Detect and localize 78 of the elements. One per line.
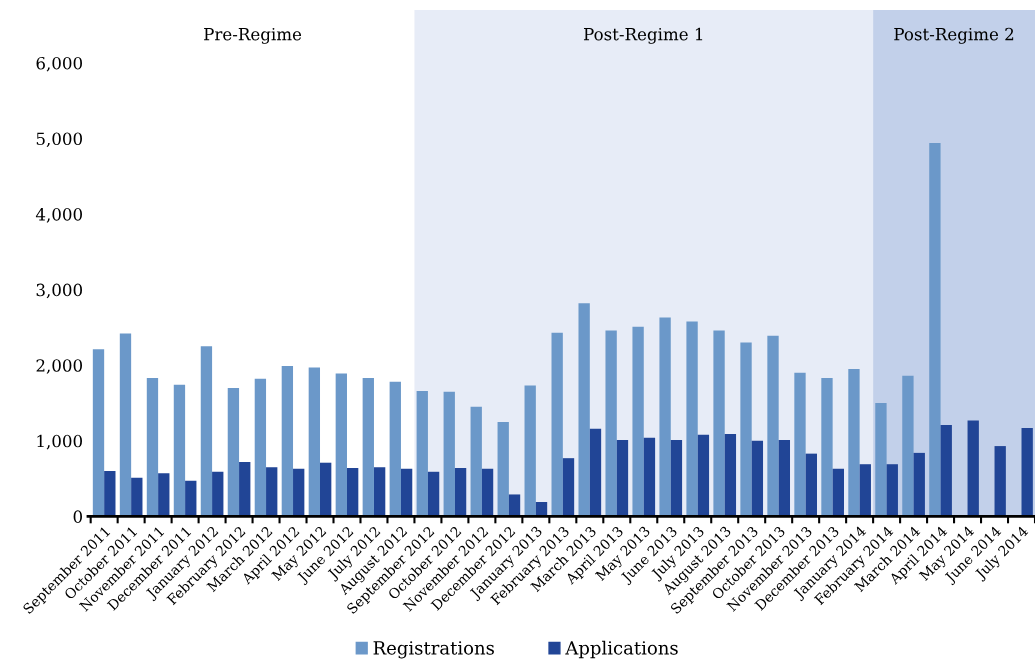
bar [832, 468, 844, 517]
bar [119, 333, 132, 517]
bar [848, 369, 860, 517]
bar [713, 330, 725, 517]
bar [443, 391, 455, 517]
bar [767, 335, 779, 517]
bar [308, 367, 321, 517]
bar [373, 467, 386, 517]
bar [293, 468, 305, 517]
bar [281, 365, 294, 517]
bar [805, 453, 817, 517]
bar [227, 387, 240, 517]
bar [320, 462, 332, 517]
bar [724, 433, 737, 517]
y-tick-label: 3,000 [36, 283, 83, 299]
bar [670, 440, 683, 517]
bar [266, 467, 278, 517]
bar [346, 468, 359, 517]
bar [605, 330, 617, 517]
bar [173, 384, 186, 517]
bar [940, 424, 952, 517]
bar [254, 378, 267, 517]
bar [821, 378, 833, 517]
y-tick-label: 1,000 [37, 434, 83, 450]
y-tick-label: 2,000 [36, 359, 83, 374]
y-tick-label: 5,000 [36, 132, 83, 148]
y-tick-label: 4,000 [35, 208, 83, 223]
y-tick-label: 6,000 [36, 56, 83, 72]
bar [929, 143, 941, 517]
bar [875, 403, 887, 517]
band-label: Post-Regime 1 [583, 27, 703, 44]
bar [994, 446, 1006, 517]
bar [131, 477, 143, 517]
bar [859, 464, 871, 517]
bar [200, 346, 213, 517]
bar [1021, 427, 1033, 517]
bar [740, 342, 752, 517]
legend-label: Applications [565, 640, 678, 659]
bar [92, 349, 105, 517]
bar [497, 421, 509, 517]
bar [481, 468, 494, 517]
bar [659, 317, 671, 517]
bar [697, 434, 710, 517]
legend-label: Registrations [373, 641, 494, 659]
bar [508, 494, 521, 517]
bar [686, 321, 698, 517]
bar [427, 471, 440, 517]
bar [632, 326, 644, 517]
bar [335, 373, 347, 517]
bar [913, 452, 925, 517]
bar [362, 378, 374, 517]
y-tick-label: 0 [73, 510, 83, 523]
band-label: Post-Regime 2 [894, 27, 1014, 44]
annotation: Pre-Regime [204, 27, 302, 44]
bar [551, 332, 563, 517]
bar [389, 381, 401, 517]
bar [886, 464, 898, 517]
bar [185, 480, 197, 517]
bar [751, 440, 764, 517]
bar [902, 375, 914, 517]
bar [524, 385, 536, 517]
bar [778, 440, 791, 517]
bar [578, 303, 590, 517]
bar [794, 372, 806, 517]
bar [239, 461, 251, 517]
bar [562, 458, 575, 517]
bar [158, 473, 170, 517]
bar [416, 390, 428, 517]
bar [616, 440, 629, 517]
bar [104, 471, 116, 517]
bar [212, 471, 224, 517]
bar [967, 420, 979, 517]
bar [470, 406, 482, 517]
bar [643, 437, 656, 517]
bar [589, 428, 602, 517]
bar [400, 468, 413, 517]
bar [146, 378, 159, 517]
bar [454, 468, 467, 517]
